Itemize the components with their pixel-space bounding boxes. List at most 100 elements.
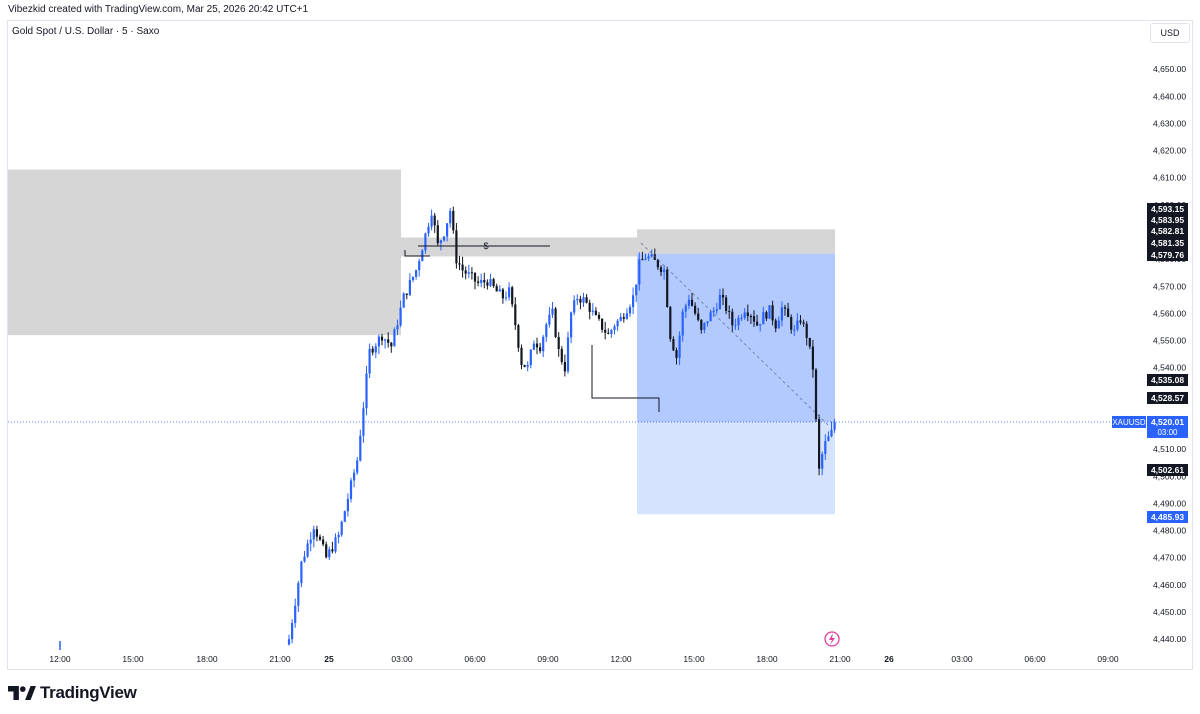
y-tick-label: 4,490.00	[1153, 498, 1186, 508]
candle-body	[514, 304, 517, 326]
candle-body	[787, 308, 790, 318]
candle-body	[517, 325, 520, 348]
candle-body	[762, 312, 765, 325]
candle-body	[647, 256, 650, 259]
candle-body	[337, 534, 340, 538]
candle-body	[492, 279, 495, 287]
candle-body	[774, 320, 777, 329]
candle-body	[672, 339, 675, 351]
candle-body	[728, 310, 731, 312]
candle-body	[610, 330, 613, 334]
candle-body	[535, 343, 539, 348]
candle-body	[675, 350, 678, 358]
candle-body	[418, 261, 421, 271]
candle-body	[508, 287, 511, 298]
candle-body	[613, 326, 616, 331]
candle-body	[340, 521, 343, 535]
candle-body	[709, 312, 712, 322]
candle-body	[638, 259, 641, 285]
supply-zone-mid	[401, 237, 637, 257]
candle-body	[601, 318, 604, 330]
supply-zone-left	[8, 169, 401, 336]
tradingview-brand[interactable]: TradingView	[8, 682, 137, 704]
candle-body	[408, 279, 411, 295]
candle-body	[659, 267, 663, 273]
candle-body	[368, 348, 371, 374]
x-tick-label: 06:00	[1024, 654, 1046, 664]
candle-body	[827, 436, 830, 441]
candle-body	[452, 210, 455, 231]
candle-body	[771, 305, 774, 321]
x-tick-label: 15:00	[683, 654, 705, 664]
candle-body	[694, 305, 697, 314]
candle-body	[393, 329, 396, 347]
candle-body	[294, 605, 297, 623]
candle-body	[746, 312, 749, 317]
symbol-tag: XAUUSD	[1112, 418, 1146, 427]
candle-body	[743, 312, 746, 318]
price-label-bg	[1147, 511, 1188, 523]
candle-body	[808, 337, 811, 347]
candle-body	[721, 294, 725, 298]
x-tick-label: 26	[884, 654, 894, 664]
candle-body	[678, 335, 681, 358]
price-label: 4,582.81	[1151, 226, 1184, 236]
candle-body	[501, 289, 504, 299]
y-tick-label: 4,620.00	[1153, 146, 1186, 156]
candle-body	[328, 549, 331, 558]
liquidity-marker: $	[483, 241, 488, 251]
candle-body	[371, 348, 374, 353]
candle-body	[489, 279, 492, 286]
candle-body	[790, 317, 793, 330]
symbol-legend[interactable]: Gold Spot / U.S. Dollar · 5 · Saxo	[12, 26, 160, 37]
candle-body	[793, 329, 796, 331]
candle-body	[325, 544, 328, 558]
candle-body	[622, 317, 625, 319]
candle-body	[480, 279, 483, 283]
candle-body	[473, 272, 477, 282]
candle-body	[331, 549, 334, 552]
x-tick-label: 12:00	[49, 654, 71, 664]
price-label: 4,579.76	[1151, 250, 1184, 260]
y-tick-label: 4,510.00	[1153, 444, 1186, 454]
candle-body	[752, 316, 756, 322]
candle-body	[303, 556, 306, 562]
candle-body	[780, 307, 783, 321]
y-tick-label: 4,470.00	[1153, 553, 1186, 563]
candle-body	[818, 419, 821, 469]
x-tick-label: 12:00	[610, 654, 632, 664]
currency-button[interactable]: USD	[1150, 23, 1190, 43]
candle-body	[588, 302, 591, 312]
candle-body	[821, 453, 824, 469]
candle-body	[796, 320, 799, 330]
candle-body	[756, 321, 759, 326]
candle-body	[576, 298, 579, 301]
peak-bracket	[404, 250, 430, 257]
swing-low-line	[591, 345, 660, 412]
candle-body	[749, 316, 752, 318]
candle-body	[539, 347, 542, 352]
candle-body	[380, 336, 384, 341]
candle-body	[666, 269, 669, 308]
candle-body	[334, 537, 337, 552]
x-tick-label: 03:00	[951, 654, 973, 664]
candle-body	[625, 313, 628, 319]
y-tick-label: 4,540.00	[1153, 363, 1186, 373]
event-flash-icon[interactable]	[824, 631, 840, 647]
price-label-bg	[1147, 203, 1188, 215]
price-label-bg	[1147, 374, 1188, 386]
candle-body	[300, 561, 303, 584]
candle-body	[483, 279, 486, 283]
x-tick-label: 18:00	[756, 654, 778, 664]
candle-body	[529, 349, 532, 366]
candle-body	[563, 362, 566, 372]
candle-body	[681, 311, 684, 336]
candle-body	[805, 323, 808, 338]
price-label: 4,502.61	[1151, 465, 1184, 475]
x-tick-label: 09:00	[1097, 654, 1119, 664]
candle-body	[554, 308, 557, 337]
candle-body	[542, 336, 545, 352]
candle-body	[604, 329, 607, 333]
candle-body	[616, 320, 619, 327]
